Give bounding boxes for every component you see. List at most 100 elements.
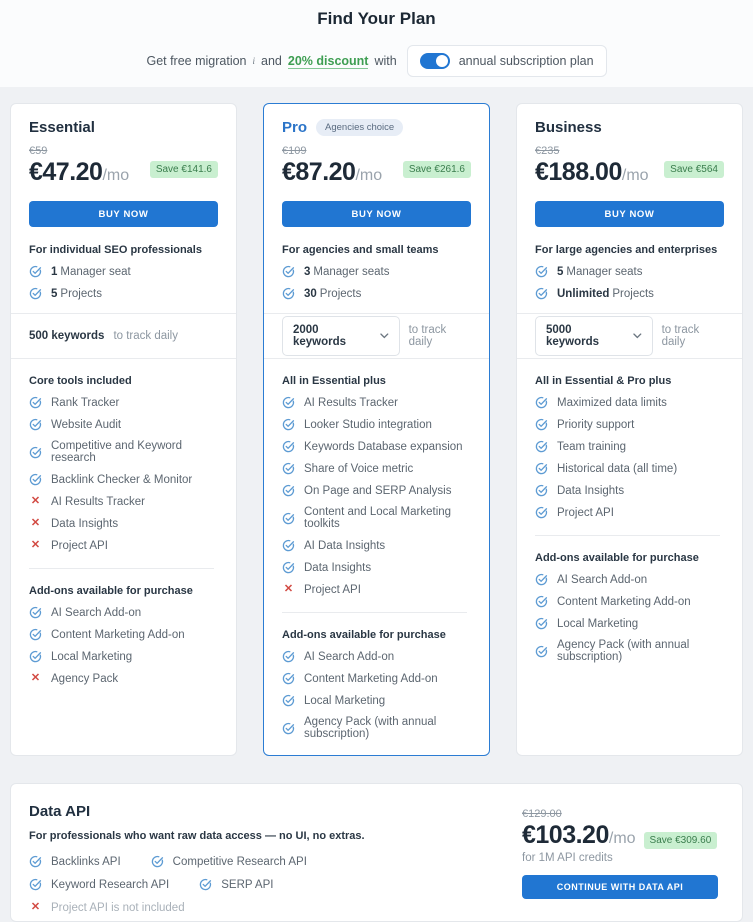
feature-item: ✕ Maximized data limits	[535, 396, 724, 409]
x-icon: ✕	[30, 539, 41, 551]
features-list: ✕ Rank Tracker ✕ Website Audit ✕ Competi…	[29, 396, 218, 552]
check-icon	[282, 539, 295, 552]
keywords-select-value: 5000 keywords	[546, 324, 600, 348]
addon-item: ✕ Content Marketing Add-on	[535, 595, 724, 608]
api-feature-label: Competitive Research API	[172, 855, 307, 868]
save-badge: Save €564	[664, 161, 724, 178]
promo-prefix: Get free migration	[146, 54, 247, 68]
api-feature-label: Backlinks API	[51, 855, 121, 868]
check-icon	[535, 462, 548, 475]
feature-item: ✕ Looker Studio integration	[282, 418, 471, 431]
promo-and: and	[261, 54, 282, 68]
plan-badge: Agencies choice	[316, 119, 404, 136]
annual-toggle-box[interactable]: annual subscription plan	[406, 45, 607, 77]
feature-item: ✕ Rank Tracker	[29, 396, 218, 409]
plan-name: Essential	[29, 119, 95, 136]
check-icon	[282, 462, 295, 475]
keywords-suffix: to track daily	[408, 324, 447, 348]
api-old-price: €129.00	[522, 808, 562, 820]
check-icon	[535, 617, 548, 630]
plan-card: Business €235 €188.00/mo Save €564 BUY N…	[516, 103, 743, 756]
buy-now-button[interactable]: BUY NOW	[282, 201, 471, 227]
continue-data-api-button[interactable]: CONTINUE WITH DATA API	[522, 875, 718, 899]
seat-label: 30 Projects	[304, 287, 362, 300]
price-row: €188.00/mo Save €564	[535, 158, 724, 187]
check-icon	[282, 265, 295, 278]
data-api-title: Data API	[29, 803, 91, 820]
addon-item: ✕ Local Marketing	[282, 694, 471, 707]
addon-label: Agency Pack (with annual subscription)	[304, 716, 437, 740]
data-api-features: ✕ Backlinks API ✕ Competitive Research A…	[29, 855, 379, 891]
check-icon	[535, 265, 548, 278]
features-list: ✕ Maximized data limits ✕ Priority suppo…	[535, 396, 724, 519]
check-icon	[29, 855, 42, 868]
addons-list: ✕ AI Search Add-on ✕ Content Marketing A…	[29, 606, 218, 685]
feature-label: Data Insights	[304, 561, 372, 574]
api-feature-item: ✕ Keyword Research API	[29, 878, 169, 891]
check-icon	[29, 606, 42, 619]
seat-label: 1 Manager seat	[51, 265, 131, 278]
check-icon	[282, 561, 295, 574]
features-list: ✕ AI Results Tracker ✕ Looker Studio int…	[282, 396, 471, 596]
feature-item: ✕ Historical data (all time)	[535, 462, 724, 475]
addon-item: ✕ Agency Pack	[29, 672, 218, 685]
addon-item: ✕ Agency Pack (with annual subscription)	[282, 716, 471, 740]
feature-label: Team training	[557, 440, 627, 453]
feature-item: ✕ AI Data Insights	[282, 539, 471, 552]
info-icon[interactable]: i	[252, 56, 256, 66]
check-icon	[282, 722, 295, 735]
seat-label: 5 Manager seats	[557, 265, 643, 278]
buy-now-button[interactable]: BUY NOW	[29, 201, 218, 227]
feature-item: ✕ Content and Local Marketing toolkits	[282, 506, 471, 530]
addon-item: ✕ Local Marketing	[535, 617, 724, 630]
keywords-select[interactable]: 5000 keywords	[535, 316, 653, 356]
buy-now-button[interactable]: BUY NOW	[535, 201, 724, 227]
api-price: €103.20	[522, 821, 609, 849]
api-price-period: /mo	[608, 830, 636, 847]
feature-label: Data Insights	[51, 517, 119, 530]
api-feature-item: ✕ Competitive Research API	[151, 855, 307, 868]
feature-item: ✕ Priority support	[535, 418, 724, 431]
api-feature-label: SERP API	[221, 878, 274, 891]
save-badge: Save €261.6	[402, 161, 471, 178]
features-title: Core tools included	[29, 375, 132, 387]
feature-item: ✕ AI Results Tracker	[29, 495, 218, 508]
divider	[29, 568, 214, 569]
annual-toggle[interactable]	[419, 53, 450, 69]
price: €188.00	[535, 158, 622, 186]
annual-toggle-label: annual subscription plan	[458, 54, 594, 68]
addon-item: ✕ AI Search Add-on	[535, 573, 724, 586]
feature-label: Data Insights	[557, 484, 625, 497]
feature-item: ✕ Project API	[535, 506, 724, 519]
data-api-pricing: €129.00 €103.20/mo Save €309.60 for 1M A…	[522, 808, 718, 899]
feature-label: AI Results Tracker	[51, 495, 145, 508]
plan-name: Pro	[282, 119, 308, 136]
check-icon	[282, 418, 295, 431]
plans-row: Essential €59 €47.20/mo Save €141.6 BUY …	[0, 103, 753, 756]
check-icon	[282, 694, 295, 707]
check-icon	[29, 265, 42, 278]
discount-link[interactable]: 20% discount	[287, 53, 369, 69]
feature-item: ✕ Data Insights	[535, 484, 724, 497]
feature-item: ✕ Keywords Database expansion	[282, 440, 471, 453]
seat-label: 3 Manager seats	[304, 265, 390, 278]
check-icon	[29, 650, 42, 663]
addons-title: Add-ons available for purchase	[29, 585, 193, 597]
feature-item: ✕ On Page and SERP Analysis	[282, 484, 471, 497]
feature-item: ✕ Competitive and Keyword research	[29, 440, 218, 464]
addons-list: ✕ AI Search Add-on ✕ Content Marketing A…	[535, 573, 724, 663]
feature-item: ✕ Project API	[29, 539, 218, 552]
feature-label: AI Results Tracker	[304, 396, 398, 409]
keywords-select[interactable]: 2000 keywords	[282, 316, 400, 356]
save-badge: Save €141.6	[149, 161, 218, 178]
addon-label: Local Marketing	[557, 617, 639, 630]
addon-label: Agency Pack	[51, 672, 119, 685]
check-icon	[535, 287, 548, 300]
addon-item: ✕ Agency Pack (with annual subscription)	[535, 639, 724, 663]
price-group: €87.20/mo	[282, 158, 382, 187]
price-group: €47.20/mo	[29, 158, 129, 187]
